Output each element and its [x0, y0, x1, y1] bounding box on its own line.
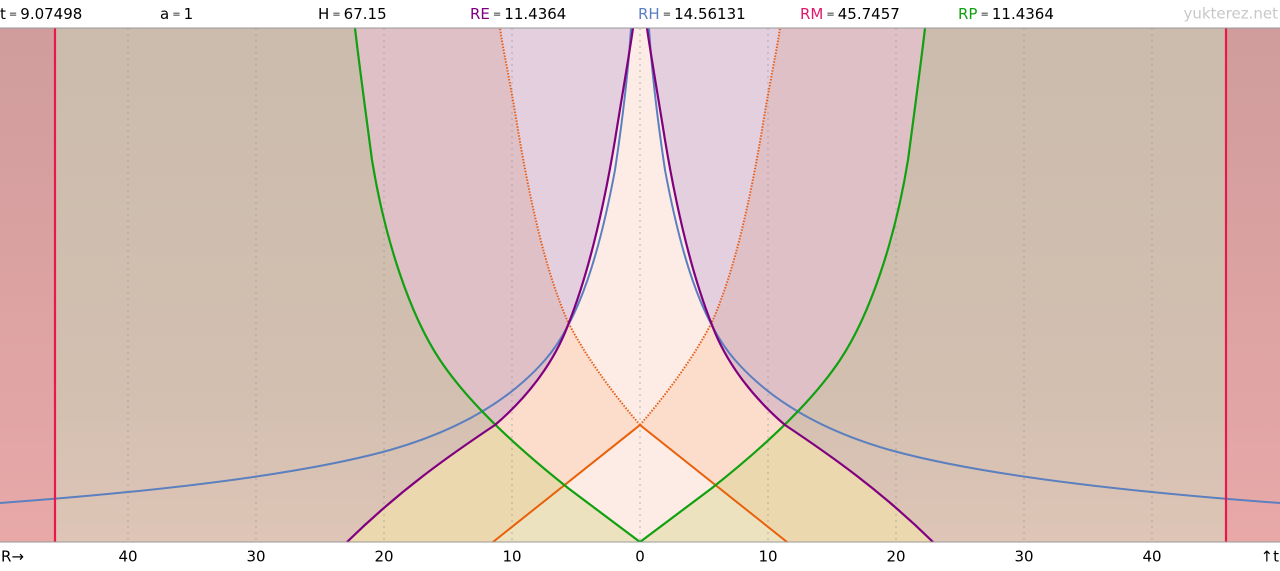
tick-label: 30	[246, 548, 265, 566]
plot	[0, 28, 1280, 542]
param-name: H	[318, 5, 329, 23]
separator: =	[172, 9, 180, 20]
site-name: yukterez.net	[1183, 5, 1278, 23]
param-name: t	[0, 5, 6, 23]
tick-label: 20	[886, 548, 905, 566]
header-item: t = 9.07498	[0, 5, 82, 23]
header-item: RH = 14.56131	[638, 5, 746, 23]
lower-region	[640, 425, 933, 542]
param-name: RH	[638, 5, 660, 23]
tick-label: 40	[1142, 548, 1161, 566]
header: t = 9.07498 a = 1 H = 67.15 RE = 11.4364 RH = 14.56131…	[0, 5, 1054, 23]
tick-label: 10	[758, 548, 777, 566]
event-horizon	[346, 28, 635, 542]
header-item: a = 1	[160, 5, 193, 23]
separator: =	[826, 9, 834, 20]
x-axis-label: R→	[1, 548, 24, 566]
future-light-cone	[499, 28, 641, 426]
t-axis-label: ↑t	[1261, 548, 1280, 566]
event-horizon	[645, 28, 934, 542]
separator: =	[9, 9, 17, 20]
hubble-sphere	[0, 28, 632, 504]
param-value: 11.4364	[504, 5, 566, 23]
separator: =	[663, 9, 671, 20]
header-item: RP = 11.4364	[958, 5, 1054, 23]
outer-region	[1226, 28, 1280, 542]
lower-region	[347, 425, 640, 542]
separator: =	[980, 9, 988, 20]
param-value: 1	[184, 5, 194, 23]
past-light-cone	[492, 423, 788, 542]
particle-horizon	[353, 28, 927, 542]
grid	[127, 28, 1153, 542]
param-value: 67.15	[344, 5, 387, 23]
separator: =	[332, 9, 340, 20]
header-item: RM = 45.7457	[800, 5, 900, 23]
param-value: 11.4364	[992, 5, 1054, 23]
param-value: 14.56131	[674, 5, 746, 23]
future-light-cone	[639, 28, 781, 426]
param-value: 9.07498	[20, 5, 82, 23]
past-cone-region	[493, 425, 787, 542]
tick-label: 10	[502, 548, 521, 566]
param-name: RM	[800, 5, 823, 23]
header-item: RE = 11.4364	[470, 5, 566, 23]
param-name: a	[160, 5, 169, 23]
tick-label: 40	[118, 548, 137, 566]
header-item: H = 67.15	[318, 5, 387, 23]
param-name: RP	[958, 5, 977, 23]
outer-region	[0, 28, 55, 542]
separator: =	[493, 9, 501, 20]
tick-label: 0	[635, 548, 645, 566]
param-name: RE	[470, 5, 490, 23]
hubble-sphere	[648, 28, 1280, 504]
ticks: 40 30 20 10 0 10 20 30 40	[118, 548, 1161, 566]
param-value: 45.7457	[838, 5, 900, 23]
tick-label: 20	[374, 548, 393, 566]
tick-label: 30	[1014, 548, 1033, 566]
